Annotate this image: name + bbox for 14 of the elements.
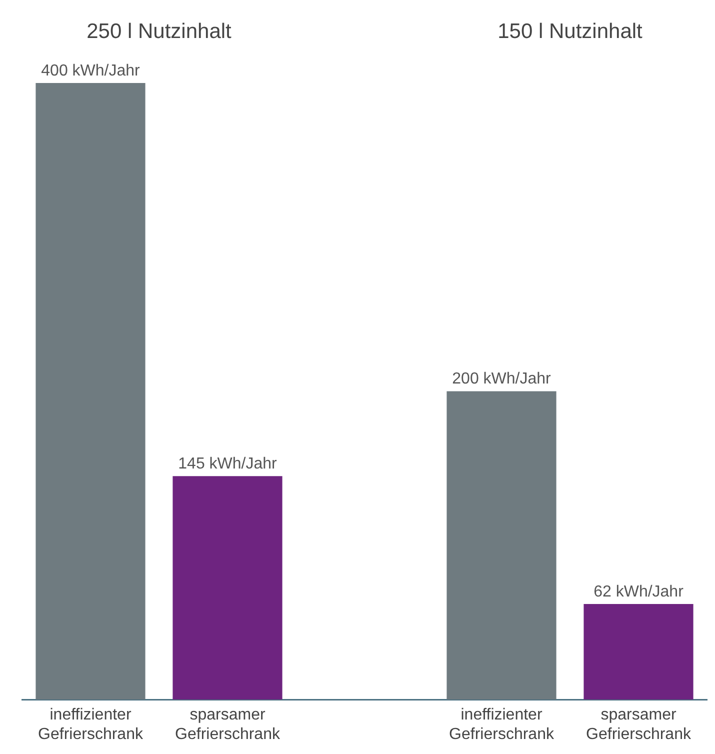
bar — [172, 476, 282, 700]
text: 250 l Nutzinhalt — [86, 20, 232, 43]
bar — [36, 83, 146, 700]
data-label: 400 kWh/Jahr — [41, 62, 141, 80]
bar — [584, 604, 694, 700]
data-label: 145 kWh/Jahr — [178, 455, 278, 472]
data-label: 62 kWh/Jahr — [594, 583, 684, 600]
x-tick-label: sparsamer Gefrierschrank — [586, 706, 692, 743]
x-tick-label: ineffizienter Gefrierschrank — [38, 706, 144, 743]
text: 150 l Nutzinhalt — [498, 20, 643, 43]
data-label: 200 kWh/Jahr — [452, 370, 552, 388]
bar — [446, 391, 556, 700]
x-tick-label: sparsamer Gefrierschrank — [175, 706, 281, 743]
x-tick-label: ineffizienter Gefrierschrank — [449, 706, 555, 743]
